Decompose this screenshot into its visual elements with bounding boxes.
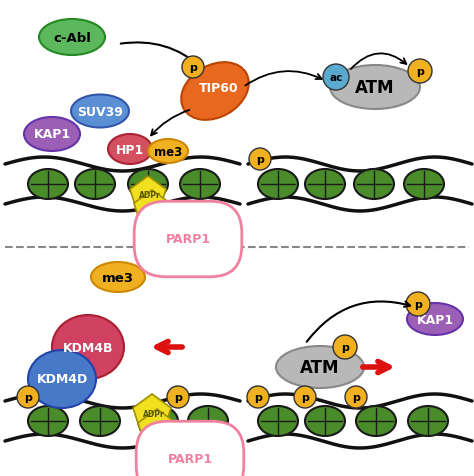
Text: p: p — [352, 392, 360, 402]
Polygon shape — [133, 394, 171, 430]
Ellipse shape — [407, 303, 463, 335]
Ellipse shape — [356, 406, 396, 436]
Ellipse shape — [28, 169, 68, 199]
Text: p: p — [414, 299, 422, 309]
Ellipse shape — [408, 406, 448, 436]
Text: p: p — [341, 342, 349, 352]
Text: ADPr: ADPr — [148, 425, 170, 434]
Circle shape — [333, 335, 357, 359]
Ellipse shape — [181, 63, 249, 120]
Text: KAP1: KAP1 — [417, 313, 454, 326]
Circle shape — [323, 65, 349, 91]
Text: ADPr: ADPr — [143, 410, 165, 418]
Text: p: p — [24, 392, 32, 402]
Circle shape — [17, 386, 39, 408]
Polygon shape — [138, 205, 174, 239]
Ellipse shape — [52, 315, 124, 379]
Circle shape — [182, 57, 204, 79]
Ellipse shape — [148, 140, 188, 164]
Ellipse shape — [404, 169, 444, 199]
Text: KDM4D: KDM4D — [36, 373, 88, 386]
Ellipse shape — [258, 406, 298, 436]
Ellipse shape — [305, 169, 345, 199]
Text: p: p — [416, 67, 424, 77]
Text: me3: me3 — [102, 271, 134, 284]
Ellipse shape — [91, 262, 145, 292]
Text: ADPr: ADPr — [139, 191, 161, 200]
Ellipse shape — [138, 406, 178, 436]
Text: ATM: ATM — [300, 358, 340, 376]
Text: SUV39: SUV39 — [77, 105, 123, 118]
Text: me3: me3 — [154, 145, 182, 158]
Ellipse shape — [24, 118, 80, 152]
Ellipse shape — [258, 169, 298, 199]
Text: p: p — [189, 63, 197, 73]
Ellipse shape — [128, 169, 168, 199]
Text: ac: ac — [329, 73, 343, 83]
Polygon shape — [130, 177, 166, 211]
Text: TIP60: TIP60 — [199, 81, 239, 94]
Ellipse shape — [28, 406, 68, 436]
Polygon shape — [143, 424, 181, 460]
Ellipse shape — [354, 169, 394, 199]
Text: p: p — [256, 155, 264, 165]
Ellipse shape — [80, 406, 120, 436]
Polygon shape — [134, 190, 170, 225]
Text: ATM: ATM — [355, 79, 395, 97]
Circle shape — [406, 292, 430, 317]
Text: ADPr: ADPr — [143, 205, 165, 214]
Text: ADPr: ADPr — [153, 439, 175, 448]
Text: HP1: HP1 — [116, 143, 144, 156]
Ellipse shape — [180, 169, 220, 199]
Ellipse shape — [108, 135, 152, 165]
Ellipse shape — [188, 406, 228, 436]
Ellipse shape — [75, 169, 115, 199]
Text: p: p — [301, 392, 309, 402]
Text: KAP1: KAP1 — [34, 128, 71, 141]
Text: c-Abl: c-Abl — [53, 31, 91, 44]
Ellipse shape — [276, 346, 364, 388]
Text: ADPr: ADPr — [147, 219, 169, 228]
Circle shape — [345, 386, 367, 408]
Text: p: p — [254, 392, 262, 402]
Text: PARP1: PARP1 — [165, 233, 210, 246]
Circle shape — [249, 149, 271, 170]
Ellipse shape — [305, 406, 345, 436]
Circle shape — [294, 386, 316, 408]
Circle shape — [167, 386, 189, 408]
Ellipse shape — [39, 20, 105, 56]
Ellipse shape — [28, 350, 96, 408]
Circle shape — [408, 60, 432, 84]
Ellipse shape — [330, 66, 420, 110]
Circle shape — [247, 386, 269, 408]
Text: KDM4B: KDM4B — [63, 341, 113, 354]
Polygon shape — [138, 409, 176, 445]
Text: p: p — [174, 392, 182, 402]
Ellipse shape — [71, 95, 129, 128]
Text: PARP1: PARP1 — [167, 453, 212, 466]
